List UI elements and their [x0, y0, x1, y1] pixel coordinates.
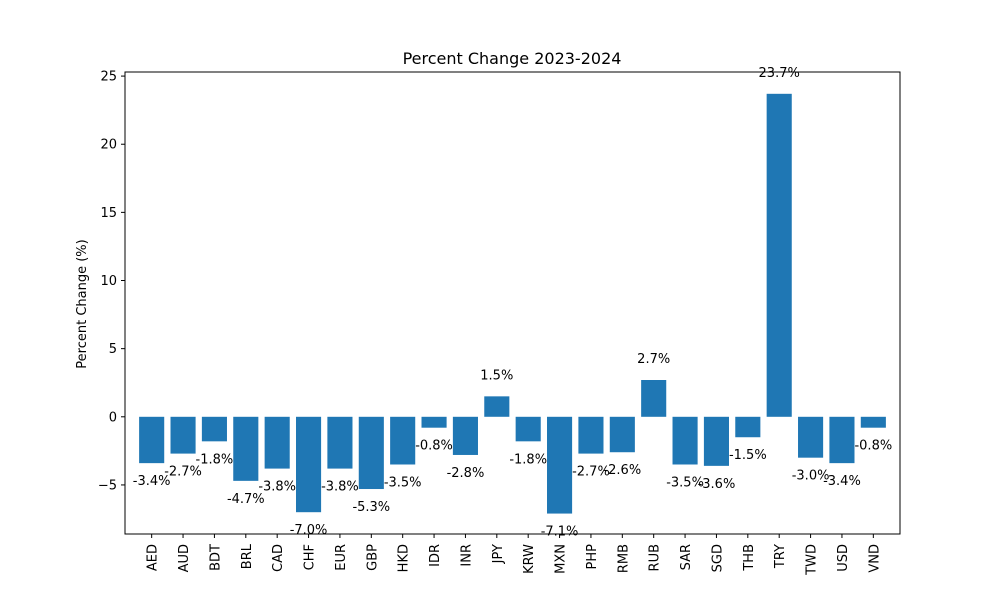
data-label-php: -2.7%	[572, 465, 610, 480]
bar-cad	[264, 416, 290, 469]
x-tick-label-twd: TWD	[805, 544, 820, 576]
data-label-try: 23.7%	[759, 66, 800, 81]
y-ticks-layer: −5 0 5 10 15 20 25	[98, 70, 125, 493]
data-label-aud: -2.7%	[164, 465, 202, 480]
bar-sgd	[703, 416, 729, 466]
bar-usd	[829, 416, 855, 464]
bar-mxn	[547, 416, 573, 514]
y-tick-label: 25	[100, 70, 117, 85]
bar-sar	[672, 416, 698, 465]
data-label-cad: -3.8%	[258, 480, 296, 495]
data-label-vnd: -0.8%	[854, 439, 892, 454]
bar-aud	[170, 416, 196, 454]
y-tick-label: 20	[100, 138, 117, 153]
y-tick-label: 0	[109, 410, 117, 425]
x-tick-label-chf: CHF	[303, 544, 318, 570]
bar-hkd	[390, 416, 416, 465]
data-label-twd: -3.0%	[792, 469, 830, 484]
x-tick-label-sar: SAR	[679, 544, 694, 570]
y-tick-label: −5	[98, 478, 117, 493]
data-label-sar: -3.5%	[666, 476, 704, 491]
data-label-inr: -2.8%	[447, 466, 485, 481]
bar-try	[766, 93, 792, 417]
x-tick-label-idr: IDR	[428, 544, 443, 567]
bar-rmb	[609, 416, 635, 453]
x-tick-label-inr: INR	[459, 544, 474, 567]
data-label-eur: -3.8%	[321, 480, 359, 495]
x-tick-label-bdt: BDT	[208, 544, 223, 571]
bar-eur	[327, 416, 353, 469]
y-axis-label: Percent Change (%)	[75, 239, 90, 368]
y-tick-label: 5	[109, 342, 117, 357]
x-tick-label-usd: USD	[836, 544, 851, 572]
data-label-jpy: 1.5%	[480, 368, 513, 383]
data-labels-layer: -3.4%-2.7%-1.8%-4.7%-3.8%-7.0%-3.8%-5.3%…	[133, 66, 892, 540]
x-tick-label-hkd: HKD	[397, 544, 412, 572]
data-label-thb: -1.5%	[729, 448, 767, 463]
data-label-bdt: -1.8%	[196, 452, 234, 467]
data-label-krw: -1.8%	[509, 452, 547, 467]
x-tick-label-eur: EUR	[334, 544, 349, 571]
x-tick-label-jpy: JPY	[491, 544, 506, 564]
x-tick-label-gbp: GBP	[365, 544, 380, 571]
x-tick-label-krw: KRW	[522, 544, 537, 574]
bar-inr	[452, 416, 478, 455]
bar-gbp	[358, 416, 384, 490]
data-label-idr: -0.8%	[415, 439, 453, 454]
x-tick-label-rmb: RMB	[616, 544, 631, 573]
data-label-usd: -3.4%	[823, 474, 861, 489]
x-tick-label-rub: RUB	[648, 544, 663, 571]
bar-brl	[233, 416, 259, 481]
bar-jpy	[484, 396, 510, 417]
y-tick-label: 15	[100, 206, 117, 221]
bar-krw	[515, 416, 541, 442]
x-tick-label-php: PHP	[585, 544, 600, 570]
data-label-aed: -3.4%	[133, 474, 171, 489]
x-tick-label-vnd: VND	[867, 544, 882, 573]
bar-bdt	[201, 416, 227, 442]
data-label-rmb: -2.6%	[603, 463, 641, 478]
bar-idr	[421, 416, 447, 428]
bar-php	[578, 416, 604, 454]
bar-twd	[798, 416, 824, 458]
plot-frame	[124, 71, 901, 535]
x-tick-label-brl: BRL	[240, 543, 255, 569]
data-label-mxn: -7.1%	[541, 525, 579, 540]
y-tick-label: 10	[100, 274, 117, 289]
bar-rub	[641, 380, 667, 417]
x-ticks-layer: AED AUD BDT BRL CAD CHF EUR GBP HKD IDR INR JPY KRW M…	[146, 534, 882, 576]
bar-chf	[296, 416, 322, 513]
x-tick-label-aud: AUD	[177, 544, 192, 572]
x-tick-label-sgd: SGD	[710, 544, 725, 572]
data-label-sgd: -3.6%	[698, 477, 736, 492]
data-label-rub: 2.7%	[637, 352, 670, 367]
x-tick-label-try: TRY	[773, 544, 788, 569]
bars-layer	[139, 93, 886, 514]
bar-vnd	[860, 416, 886, 428]
x-tick-label-cad: CAD	[271, 544, 286, 572]
bar-aed	[139, 416, 165, 464]
chart-title: Percent Change 2023-2024	[403, 49, 622, 68]
x-tick-label-mxn: MXN	[554, 544, 569, 574]
data-label-brl: -4.7%	[227, 492, 265, 507]
bar-thb	[735, 416, 761, 438]
x-tick-label-aed: AED	[146, 544, 161, 571]
x-tick-label-thb: THB	[742, 544, 757, 572]
data-label-hkd: -3.5%	[384, 476, 422, 491]
data-label-gbp: -5.3%	[352, 500, 390, 515]
